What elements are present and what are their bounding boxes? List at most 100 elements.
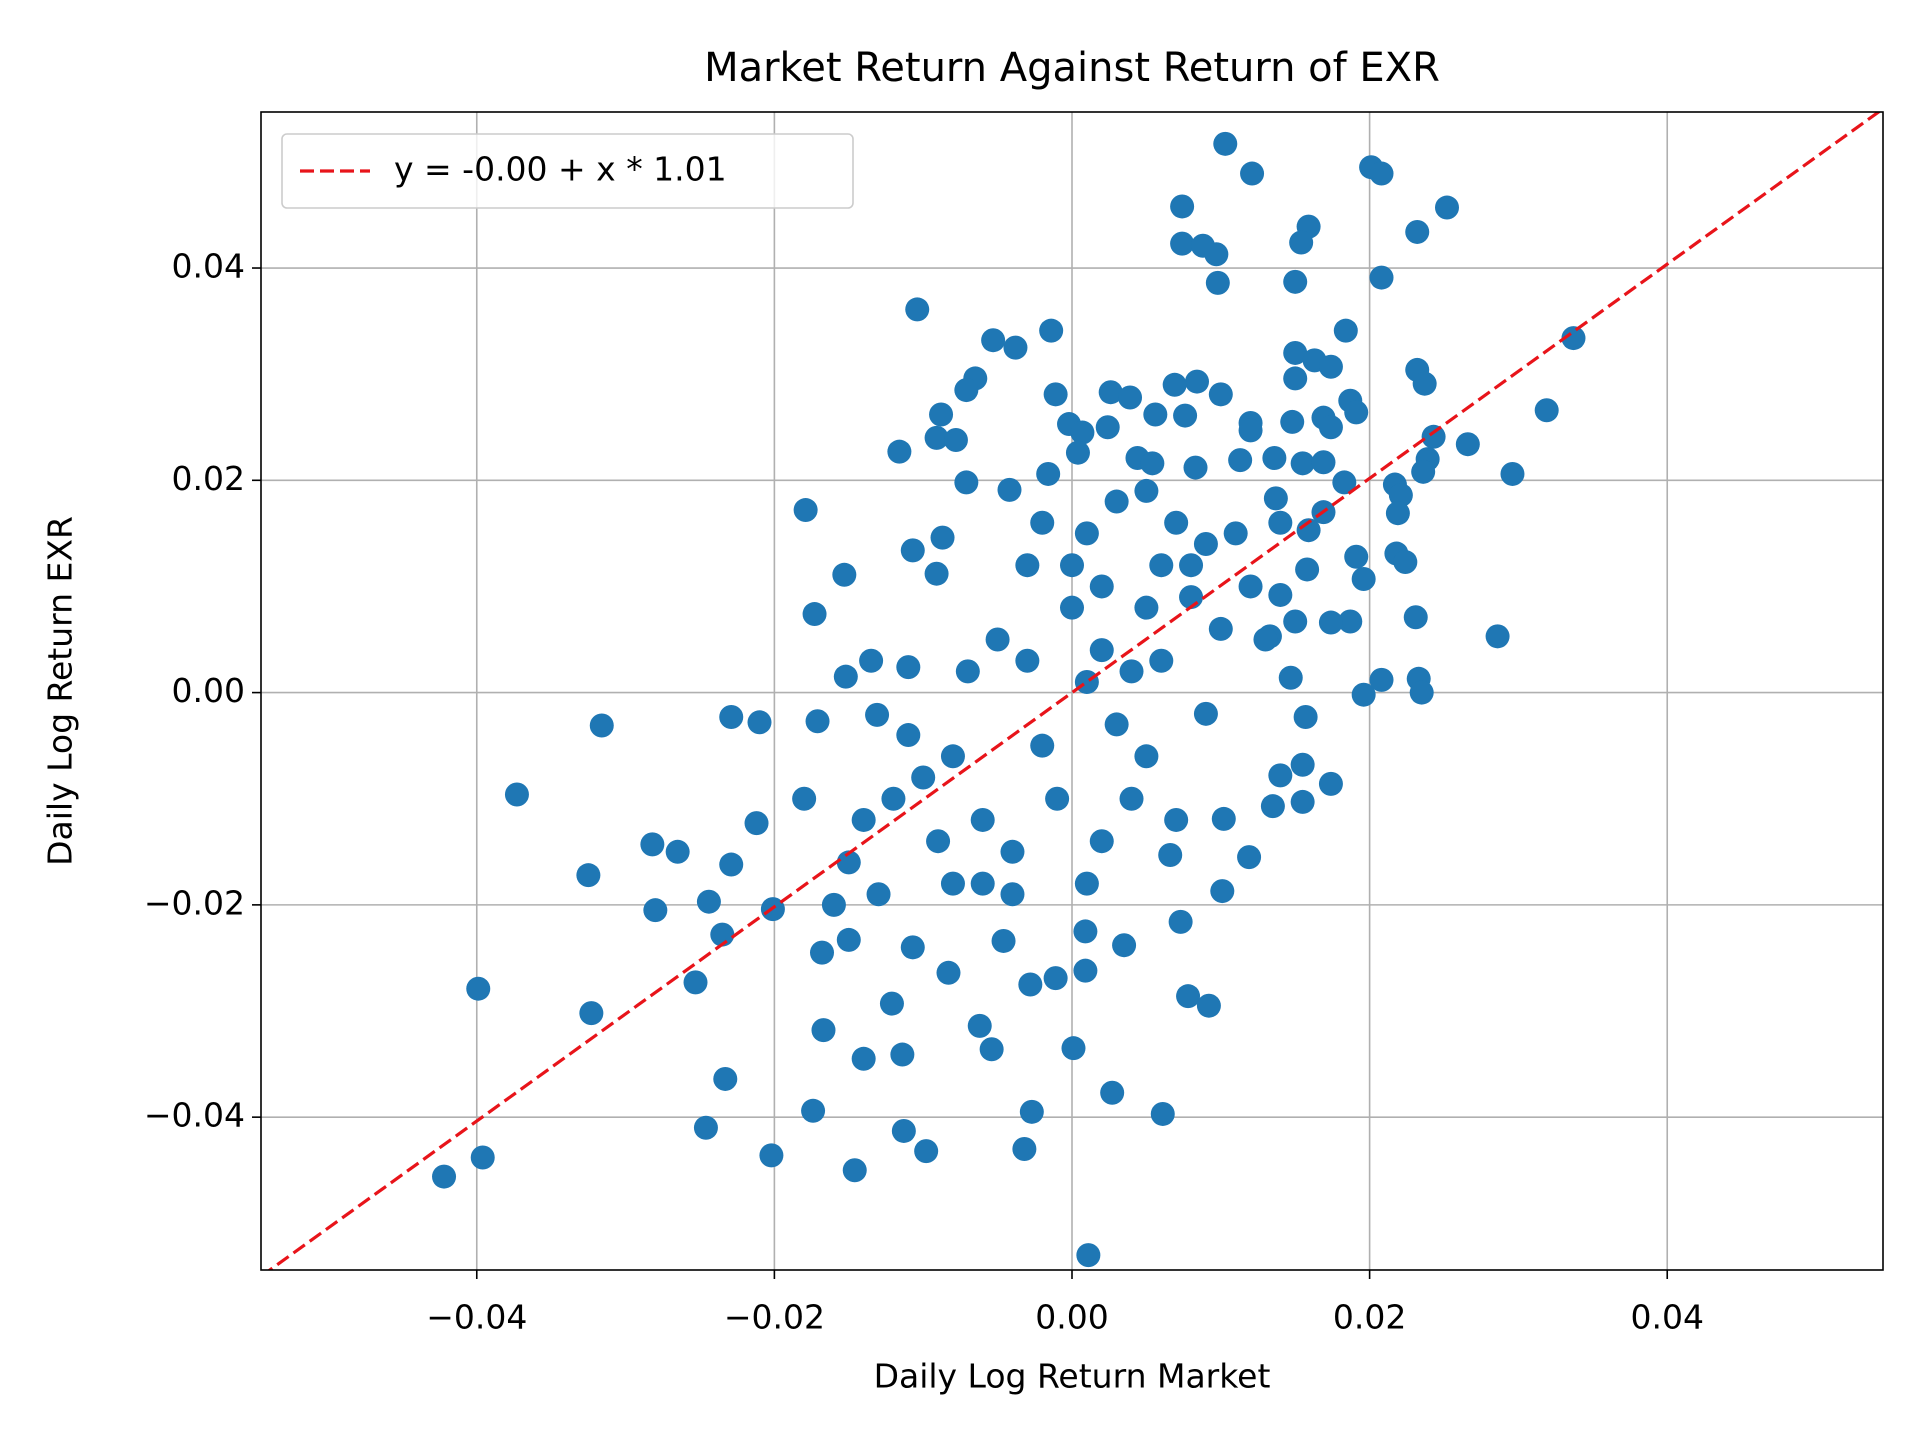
scatter-point <box>981 328 1006 353</box>
scatter-point <box>1403 605 1428 630</box>
scatter-point <box>1043 966 1068 991</box>
scatter-point <box>1170 231 1195 256</box>
scatter-point <box>640 832 665 857</box>
scatter-point <box>1104 712 1129 737</box>
scatter-point <box>1210 879 1235 904</box>
scatter-point <box>1076 1243 1101 1268</box>
scatter-point <box>1065 440 1090 465</box>
scatter-point <box>1193 701 1218 726</box>
scatter-point <box>759 1143 784 1168</box>
scatter-point <box>1421 424 1446 449</box>
scatter-point <box>1061 1036 1086 1061</box>
x-tick-label: 0.02 <box>1333 1298 1406 1337</box>
scatter-point <box>1351 682 1376 707</box>
scatter-point <box>833 664 858 689</box>
scatter-point <box>801 1098 826 1123</box>
scatter-point <box>696 889 721 914</box>
scatter-point <box>1412 371 1437 396</box>
scatter-point <box>859 648 884 673</box>
scatter-point <box>955 659 980 684</box>
x-tick-label: 0.00 <box>1035 1298 1108 1337</box>
scatter-point <box>1000 839 1025 864</box>
scatter-point <box>504 782 529 807</box>
scatter-point <box>1351 567 1376 592</box>
scatter-point <box>842 1158 867 1183</box>
scatter-point <box>1237 845 1262 870</box>
scatter-point <box>1295 557 1320 582</box>
scatter-point <box>1534 398 1559 423</box>
scatter-point <box>1089 638 1114 663</box>
scatter-point <box>1140 451 1165 476</box>
scatter-point <box>1260 794 1285 819</box>
scatter-point <box>1240 161 1265 186</box>
scatter-point <box>1149 648 1174 673</box>
scatter-point <box>744 811 769 836</box>
y-tick-label: −0.02 <box>144 883 245 922</box>
scatter-point <box>979 1037 1004 1062</box>
scatter-point <box>1019 1099 1044 1124</box>
scatter-point <box>1296 518 1321 543</box>
y-axis-label: Daily Log Return EXR <box>41 516 80 866</box>
scatter-point <box>810 940 835 965</box>
y-tick-label: 0.02 <box>172 459 245 498</box>
scatter-point <box>967 1013 992 1038</box>
scatter-point <box>1168 909 1193 934</box>
scatter-point <box>929 402 954 427</box>
scatter-point <box>1290 789 1315 814</box>
scatter-point <box>1338 609 1363 634</box>
scatter-point <box>1268 763 1293 788</box>
scatter-point <box>836 927 861 952</box>
x-tick-label: 0.04 <box>1630 1298 1703 1337</box>
scatter-point <box>1204 242 1229 267</box>
scatter-point <box>900 935 925 960</box>
legend-label: y = -0.00 + x * 1.01 <box>394 150 727 189</box>
scatter-point <box>1278 665 1303 690</box>
scatter-point <box>997 477 1022 502</box>
scatter-point <box>719 705 744 730</box>
scatter-point <box>924 561 949 586</box>
scatter-point <box>1030 510 1055 535</box>
scatter-point <box>1228 448 1253 473</box>
scatter-point <box>1134 478 1159 503</box>
scatter-point <box>1164 510 1189 535</box>
scatter-point <box>891 1118 916 1143</box>
scatter-point <box>900 538 925 563</box>
scatter-point <box>1263 486 1288 511</box>
scatter-point <box>1318 415 1343 440</box>
scatter-point <box>1262 446 1287 471</box>
scatter-point <box>1213 131 1238 156</box>
chart-title: Market Return Against Return of EXR <box>704 45 1440 91</box>
scatter-point <box>1238 574 1263 599</box>
scatter-point <box>1290 752 1315 777</box>
scatter-point <box>1183 455 1208 480</box>
scatter-point <box>1318 610 1343 635</box>
scatter-point <box>940 744 965 769</box>
scatter-point <box>896 723 921 748</box>
scatter-point <box>1089 829 1114 854</box>
scatter-point <box>1205 270 1230 295</box>
scatter-point <box>1283 269 1308 294</box>
scatter-point <box>683 970 708 995</box>
scatter-point <box>1332 470 1357 495</box>
scatter-point <box>1073 958 1098 983</box>
scatter-point <box>579 1001 604 1026</box>
scatter-point <box>1089 574 1114 599</box>
scatter-point <box>1070 420 1095 445</box>
scatter-point <box>1095 415 1120 440</box>
scatter-point <box>1112 933 1137 958</box>
scatter-point <box>1164 807 1189 832</box>
scatter-point <box>924 425 949 450</box>
scatter-point <box>805 709 830 734</box>
scatter-point <box>1043 382 1068 407</box>
scatter-point <box>1098 380 1123 405</box>
scatter-point <box>1561 326 1586 351</box>
scatter-point <box>1369 667 1394 692</box>
scatter-point <box>1030 733 1055 758</box>
scatter-point <box>1100 1080 1125 1105</box>
scatter-point <box>940 871 965 896</box>
scatter-point <box>1184 369 1209 394</box>
scatter-point <box>665 839 690 864</box>
scatter-point <box>926 829 951 854</box>
scatter-point <box>1455 432 1480 457</box>
scatter-point <box>1344 400 1369 425</box>
